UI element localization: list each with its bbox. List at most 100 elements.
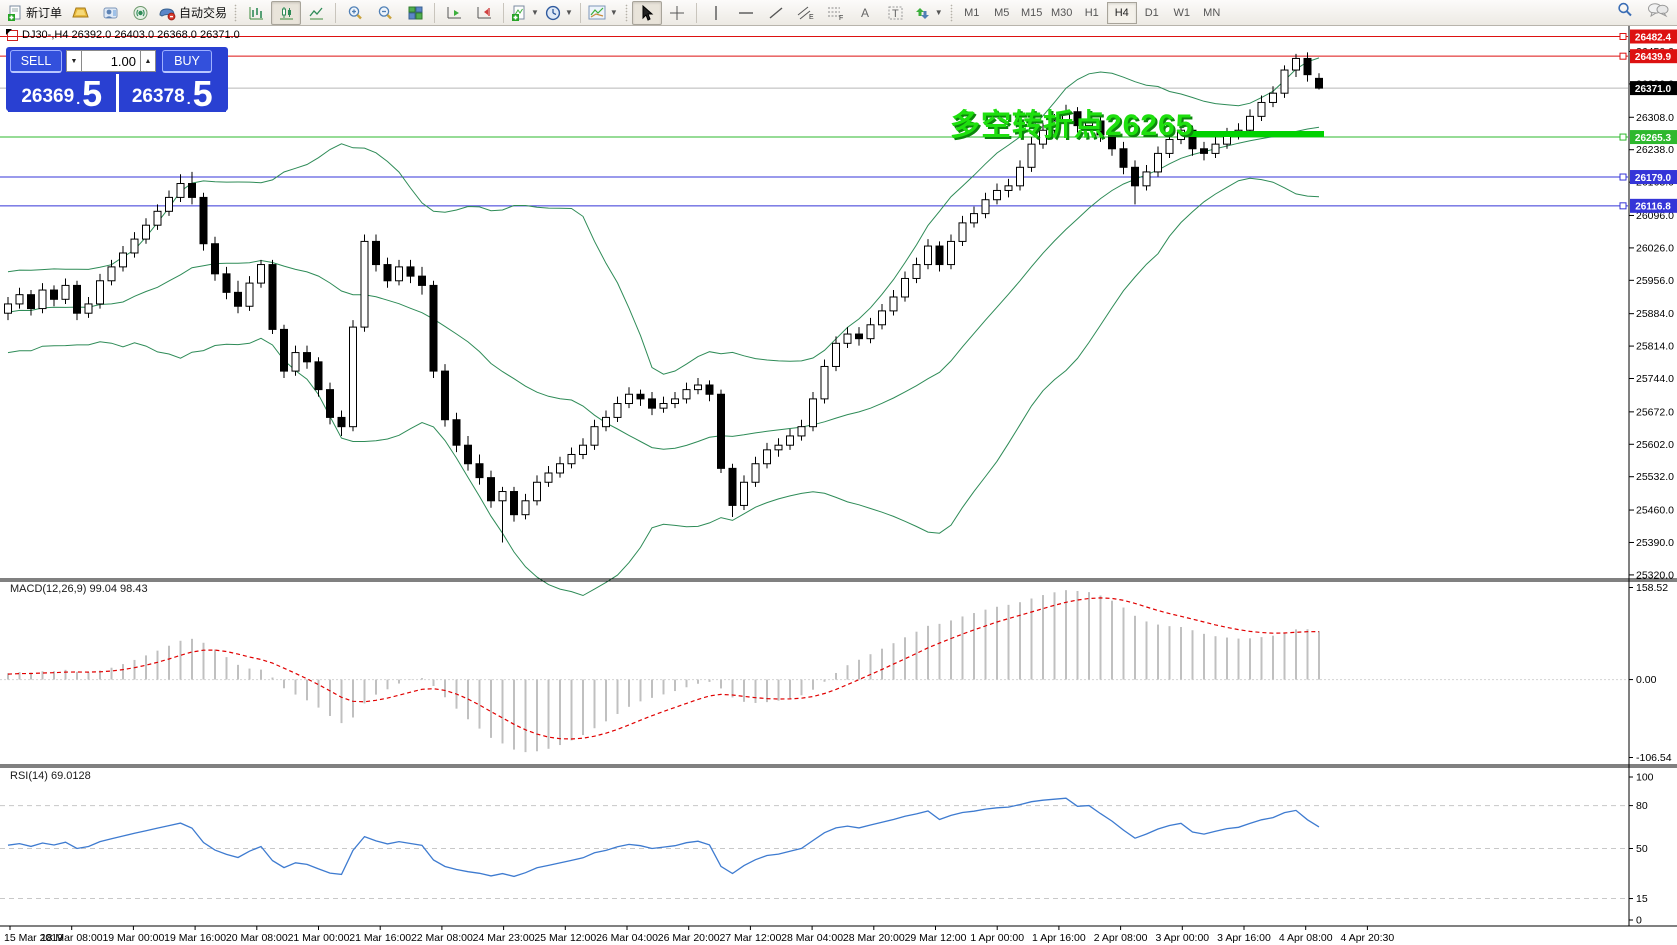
hline-handle[interactable] [1619,33,1627,40]
price-badge [1630,49,1677,64]
candle [50,289,58,300]
main-toolbar: 新订单 自动交易 [0,0,1677,26]
candle [153,210,162,226]
trendline-button[interactable] [761,1,791,25]
timeframe-D1[interactable]: D1 [1144,6,1159,19]
chart-canvas[interactable]: 26450.026380.026308.026238.026168.026096… [0,26,1677,945]
candle [349,326,357,428]
candle [521,500,530,516]
hline-handle[interactable] [1619,133,1627,141]
line-chart-icon [309,7,323,19]
candle [901,277,909,298]
auto-scroll-icon [447,6,461,18]
candle [96,280,104,305]
candle [1131,166,1139,187]
chart-window[interactable]: 26450.026380.026308.026238.026168.026096… [0,26,1677,945]
hline-handle[interactable] [1619,202,1627,210]
candle [1062,111,1070,122]
candle [947,240,955,266]
candle [383,264,392,282]
timeframe-H1[interactable]: H1 [1084,6,1099,19]
line-chart-button[interactable] [301,1,331,25]
candle [1188,129,1197,150]
candle [855,333,863,340]
volume-input[interactable]: 1.00 [82,50,140,72]
accounts-button[interactable] [95,1,125,25]
alerts-button[interactable] [125,1,155,25]
hline-handle[interactable] [1619,173,1627,181]
chat-icon[interactable] [1647,2,1669,18]
sell-price-pip: 5 [82,73,103,114]
clock-icon [545,5,561,20]
volume-increase-button[interactable]: ▲ [140,50,156,72]
candle [682,389,691,400]
time-axis-label: 4 Apr 08:00 [1279,932,1333,944]
volume-decrease-button[interactable]: ▼ [66,50,82,72]
time-axis-label: 25 Mar 12:00 [534,932,596,944]
candle [567,453,576,465]
toolbar-grip[interactable] [233,3,239,22]
crosshair-button[interactable] [662,1,692,25]
broadcast-icon [133,5,148,20]
buy-price[interactable]: 26378 . 5 [118,74,226,112]
candlestick-chart-button[interactable] [271,0,302,25]
one-click-collapse-icon[interactable] [6,29,18,41]
hline-handle[interactable] [1619,52,1627,60]
arrows-button[interactable]: ▼ [911,1,946,25]
sell-price[interactable]: 26369 . 5 [8,74,116,112]
price-axis-tick: 26026.0 [1636,242,1674,254]
text-label-button[interactable]: T [881,1,911,25]
fibonacci-button[interactable]: F [821,1,851,25]
cursor-button[interactable] [631,0,662,25]
timeframe-MN[interactable]: MN [1203,6,1221,19]
toolbar-grip[interactable] [623,3,629,22]
candle [15,294,24,305]
timeframe-H4[interactable]: H4 [1106,1,1137,24]
bar-chart-button[interactable] [241,1,271,25]
chart-annotation-text[interactable]: 多空转折点26265 [950,109,1194,142]
auto-scroll-button[interactable] [439,1,469,25]
timeframe-M15[interactable]: M15 [1021,6,1043,19]
equidistant-channel-button[interactable]: E [791,1,821,25]
zoom-in-button[interactable] [340,1,370,25]
candle [303,352,311,363]
candle [993,189,1001,201]
indicators-button[interactable]: ▼ [508,1,542,25]
candle [257,264,265,284]
candle [372,240,380,266]
candle [1004,185,1013,191]
timeframe-M30[interactable]: M30 [1051,6,1073,19]
templates-button[interactable]: ▼ [585,1,621,25]
auto-trading-button[interactable]: 自动交易 [155,1,230,25]
rsi-axis-label: 15 [1636,893,1648,905]
toolbar-grip[interactable] [948,3,954,22]
candle [1016,166,1024,187]
timeframe-W1[interactable]: W1 [1173,6,1190,19]
horizontal-line-button[interactable] [731,1,761,25]
timeframe-M1[interactable]: M1 [964,6,980,19]
text-icon: A [861,6,869,20]
candle [222,273,231,293]
price-axis-tick: 25744.0 [1636,373,1674,385]
zoom-out-icon [378,5,392,19]
candle [176,183,185,198]
new-order-button[interactable]: 新订单 [4,1,65,25]
chart-shift-button[interactable] [469,1,499,25]
text-button[interactable]: A [851,1,881,25]
sell-button[interactable]: SELL [10,49,62,73]
candle [1039,129,1047,145]
buy-button[interactable]: BUY [162,49,212,73]
market-depth-button[interactable] [65,1,95,25]
timeframe-M5[interactable]: M5 [994,6,1010,19]
chart-shift-icon [477,6,491,18]
auto-trading-label: 自动交易 [179,6,228,20]
tile-windows-button[interactable] [400,1,430,25]
vertical-line-button[interactable] [701,1,731,25]
zoom-out-button[interactable] [370,1,400,25]
price-axis-tick: 26238.0 [1636,144,1674,156]
candle [820,365,829,400]
candle [636,393,645,400]
search-icon[interactable] [1617,2,1633,18]
periods-button[interactable]: ▼ [542,1,576,25]
candle [809,398,817,428]
